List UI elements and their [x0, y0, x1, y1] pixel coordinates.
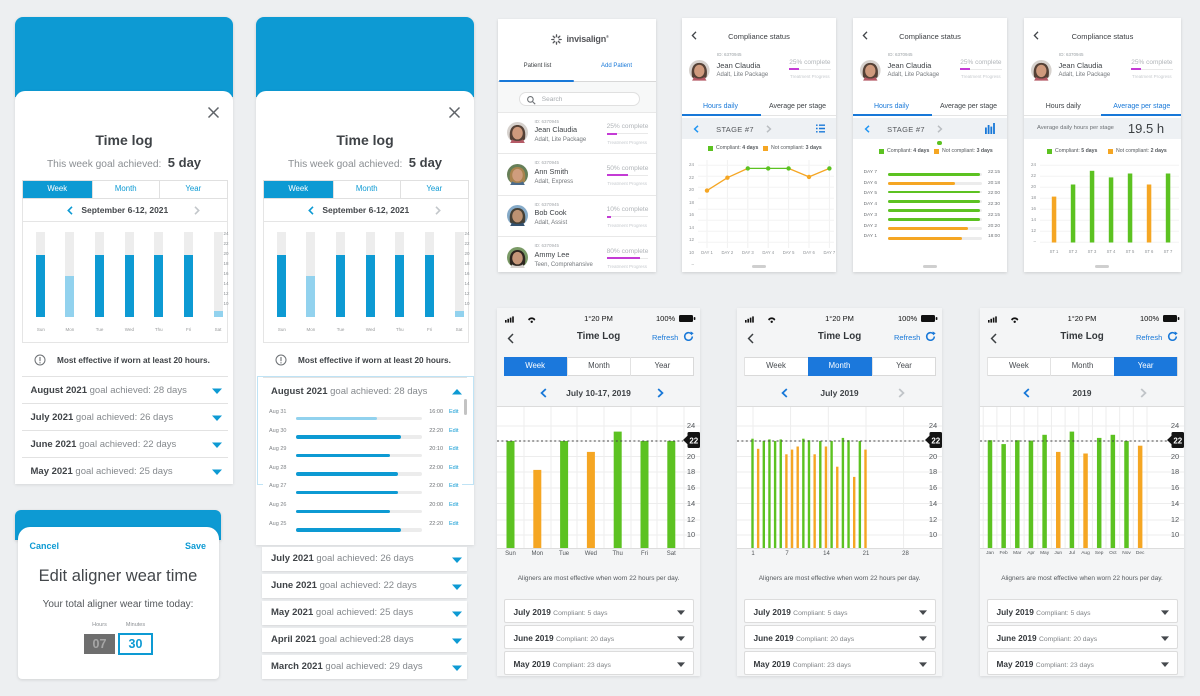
svg-text:22: 22: [689, 436, 698, 445]
svg-text:22: 22: [1173, 436, 1182, 445]
svg-text:22: 22: [931, 436, 940, 445]
